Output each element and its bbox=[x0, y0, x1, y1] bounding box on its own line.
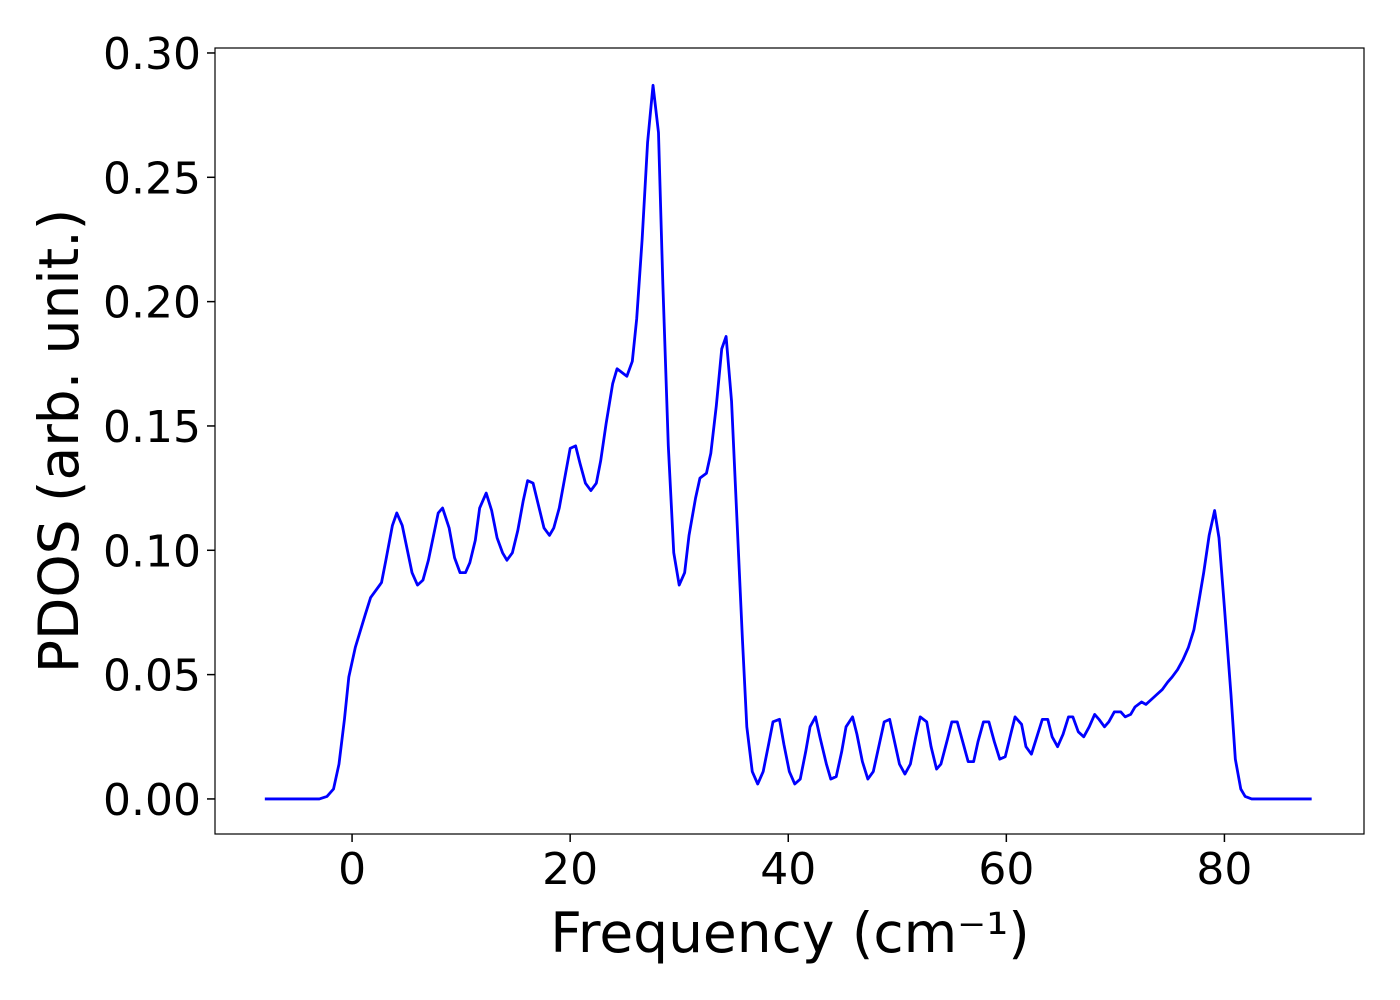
x-tick-label: 80 bbox=[1196, 844, 1252, 895]
data-line bbox=[264, 83, 1312, 801]
plot-frame bbox=[214, 47, 1365, 835]
y-tick-label: 0.20 bbox=[103, 278, 201, 329]
x-tick-label: 20 bbox=[542, 844, 598, 895]
x-tick-label: 60 bbox=[978, 844, 1034, 895]
y-tick-label: 0.05 bbox=[103, 651, 201, 702]
x-tick-label: 0 bbox=[338, 844, 366, 895]
y-tick-label: 0.00 bbox=[103, 775, 201, 826]
y-axis-label: PDOS (arb. unit.) bbox=[27, 209, 91, 673]
y-tick-label: 0.25 bbox=[103, 153, 201, 204]
x-tick-label: 40 bbox=[760, 844, 816, 895]
x-axis-label: Frequency (cm⁻¹) bbox=[550, 901, 1029, 965]
y-tick-label: 0.10 bbox=[103, 526, 201, 577]
y-tick-label: 0.30 bbox=[103, 29, 201, 80]
y-tick-label: 0.15 bbox=[103, 402, 201, 453]
